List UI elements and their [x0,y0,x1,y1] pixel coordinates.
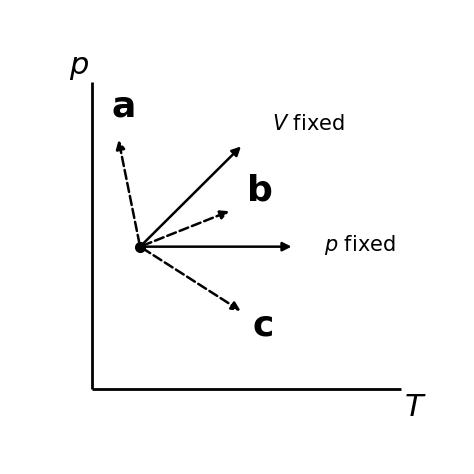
Text: b: b [246,173,273,207]
Text: c: c [253,308,274,342]
Text: $p$: $p$ [69,54,90,82]
Text: a: a [111,89,136,123]
Text: $p$ fixed: $p$ fixed [324,233,395,257]
Text: $V$ fixed: $V$ fixed [272,114,345,135]
Text: $T$: $T$ [404,393,427,422]
